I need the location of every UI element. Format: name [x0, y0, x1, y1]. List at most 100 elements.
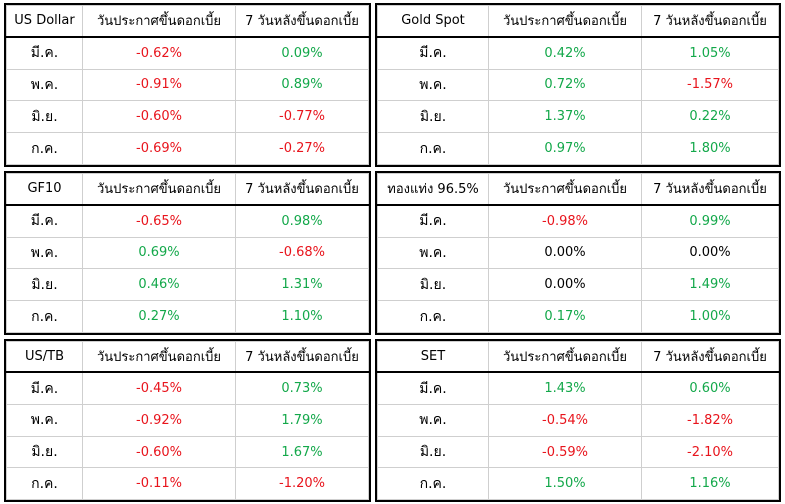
announce-day-value: 0.00% — [488, 236, 642, 270]
table-row: พ.ค. -0.92% 1.79% — [6, 404, 369, 437]
month-label: มิ.ย. — [377, 435, 489, 469]
seven-days-after-value: -1.82% — [641, 404, 779, 437]
data-table: SET วันประกาศขึ้นดอกเบี้ย 7 วันหลังขึ้นด… — [377, 341, 779, 500]
announce-day-value: 1.43% — [488, 371, 642, 406]
col-header-7-days-after: 7 วันหลังขึ้นดอกเบี้ย — [641, 172, 779, 206]
month-label: มี.ค. — [377, 371, 489, 406]
month-label: มิ.ย. — [6, 268, 83, 302]
table-row: ก.ค. -0.69% -0.27% — [6, 132, 369, 165]
month-label: พ.ค. — [377, 236, 489, 270]
table-row: ก.ค. 0.97% 1.80% — [377, 132, 779, 165]
announce-day-value: 0.46% — [82, 268, 236, 302]
announce-day-value: 0.27% — [82, 300, 236, 333]
announce-day-value: -0.98% — [488, 204, 642, 238]
month-label: พ.ค. — [377, 68, 489, 102]
data-table: GF10 วันประกาศขึ้นดอกเบี้ย 7 วันหลังขึ้น… — [6, 172, 369, 333]
table-row: มี.ค. 0.42% 1.05% — [377, 36, 779, 70]
seven-days-after-value: 1.00% — [641, 300, 779, 333]
table-row: มิ.ย. 1.37% 0.22% — [377, 100, 779, 134]
asset-name: US Dollar — [6, 4, 83, 38]
seven-days-after-value: 0.89% — [235, 68, 369, 102]
col-header-announce-day: วันประกาศขึ้นดอกเบี้ย — [82, 4, 236, 38]
announce-day-value: 0.72% — [488, 68, 642, 102]
table-row: มี.ค. -0.98% 0.99% — [377, 204, 779, 238]
announce-day-value: 0.97% — [488, 132, 642, 165]
panel-gold-bar: ทองแท่ง 96.5% วันประกาศขึ้นดอกเบี้ย 7 วั… — [375, 171, 781, 335]
month-label: มี.ค. — [6, 371, 83, 406]
announce-day-value: -0.69% — [82, 132, 236, 165]
seven-days-after-value: 1.79% — [235, 404, 369, 437]
table-row: มิ.ย. 0.46% 1.31% — [6, 268, 369, 302]
col-header-7-days-after: 7 วันหลังขึ้นดอกเบี้ย — [235, 4, 369, 38]
seven-days-after-value: 0.98% — [235, 204, 369, 238]
announce-day-value: 0.42% — [488, 36, 642, 70]
col-header-announce-day: วันประกาศขึ้นดอกเบี้ย — [82, 341, 236, 374]
seven-days-after-value: -1.20% — [235, 467, 369, 500]
announce-day-value: -0.45% — [82, 371, 236, 406]
announce-day-value: 0.17% — [488, 300, 642, 333]
month-label: พ.ค. — [6, 404, 83, 437]
month-label: มี.ค. — [377, 36, 489, 70]
month-label: ก.ค. — [6, 300, 83, 333]
table-row: มิ.ย. 0.00% 1.49% — [377, 268, 779, 302]
month-label: ก.ค. — [377, 300, 489, 333]
seven-days-after-value: 0.73% — [235, 371, 369, 406]
table-row: พ.ค. 0.69% -0.68% — [6, 236, 369, 270]
asset-name: SET — [377, 341, 489, 374]
header-row: GF10 วันประกาศขึ้นดอกเบี้ย 7 วันหลังขึ้น… — [6, 172, 369, 206]
month-label: มิ.ย. — [377, 100, 489, 134]
data-table: ทองแท่ง 96.5% วันประกาศขึ้นดอกเบี้ย 7 วั… — [377, 172, 779, 333]
col-header-7-days-after: 7 วันหลังขึ้นดอกเบี้ย — [235, 341, 369, 374]
panel-gf10: GF10 วันประกาศขึ้นดอกเบี้ย 7 วันหลังขึ้น… — [4, 171, 371, 335]
seven-days-after-value: 0.00% — [641, 236, 779, 270]
col-header-announce-day: วันประกาศขึ้นดอกเบี้ย — [488, 172, 642, 206]
seven-days-after-value: -0.77% — [235, 100, 369, 134]
table-row: พ.ค. -0.91% 0.89% — [6, 68, 369, 102]
announce-day-value: -0.65% — [82, 204, 236, 238]
seven-days-after-value: -1.57% — [641, 68, 779, 102]
month-label: ก.ค. — [377, 132, 489, 165]
table-row: พ.ค. -0.54% -1.82% — [377, 404, 779, 437]
table-row: ก.ค. 1.50% 1.16% — [377, 467, 779, 500]
table-row: พ.ค. 0.72% -1.57% — [377, 68, 779, 102]
seven-days-after-value: 0.22% — [641, 100, 779, 134]
seven-days-after-value: 1.31% — [235, 268, 369, 302]
announce-day-value: -0.91% — [82, 68, 236, 102]
month-label: มิ.ย. — [377, 268, 489, 302]
seven-days-after-value: 1.10% — [235, 300, 369, 333]
table-row: พ.ค. 0.00% 0.00% — [377, 236, 779, 270]
asset-name: GF10 — [6, 172, 83, 206]
table-row: มิ.ย. -0.60% 1.67% — [6, 435, 369, 469]
col-header-7-days-after: 7 วันหลังขึ้นดอกเบี้ย — [235, 172, 369, 206]
table-row: ก.ค. 0.27% 1.10% — [6, 300, 369, 333]
month-label: พ.ค. — [377, 404, 489, 437]
table-row: มี.ค. -0.65% 0.98% — [6, 204, 369, 238]
header-row: US/TB วันประกาศขึ้นดอกเบี้ย 7 วันหลังขึ้… — [6, 341, 369, 374]
table-row: ก.ค. 0.17% 1.00% — [377, 300, 779, 333]
month-label: มิ.ย. — [6, 435, 83, 469]
announce-day-value: -0.11% — [82, 467, 236, 500]
announce-day-value: -0.62% — [82, 36, 236, 70]
announce-day-value: 1.37% — [488, 100, 642, 134]
data-table: Gold Spot วันประกาศขึ้นดอกเบี้ย 7 วันหลั… — [377, 4, 779, 165]
month-label: มี.ค. — [6, 204, 83, 238]
header-row: SET วันประกาศขึ้นดอกเบี้ย 7 วันหลังขึ้นด… — [377, 341, 779, 374]
announce-day-value: -0.60% — [82, 435, 236, 469]
col-header-7-days-after: 7 วันหลังขึ้นดอกเบี้ย — [641, 4, 779, 38]
seven-days-after-value: 1.49% — [641, 268, 779, 302]
announce-day-value: -0.59% — [488, 435, 642, 469]
table-row: มิ.ย. -0.60% -0.77% — [6, 100, 369, 134]
seven-days-after-value: 1.05% — [641, 36, 779, 70]
seven-days-after-value: 0.60% — [641, 371, 779, 406]
announce-day-value: 0.00% — [488, 268, 642, 302]
panel-gold-spot: Gold Spot วันประกาศขึ้นดอกเบี้ย 7 วันหลั… — [375, 3, 781, 167]
panel-us-dollar: US Dollar วันประกาศขึ้นดอกเบี้ย 7 วันหลั… — [4, 3, 371, 167]
data-table: US/TB วันประกาศขึ้นดอกเบี้ย 7 วันหลังขึ้… — [6, 341, 369, 500]
month-label: ก.ค. — [6, 132, 83, 165]
col-header-7-days-after: 7 วันหลังขึ้นดอกเบี้ย — [641, 341, 779, 374]
asset-name: US/TB — [6, 341, 83, 374]
announce-day-value: 1.50% — [488, 467, 642, 500]
month-label: ก.ค. — [377, 467, 489, 500]
table-row: มี.ค. -0.45% 0.73% — [6, 371, 369, 406]
seven-days-after-value: 0.09% — [235, 36, 369, 70]
